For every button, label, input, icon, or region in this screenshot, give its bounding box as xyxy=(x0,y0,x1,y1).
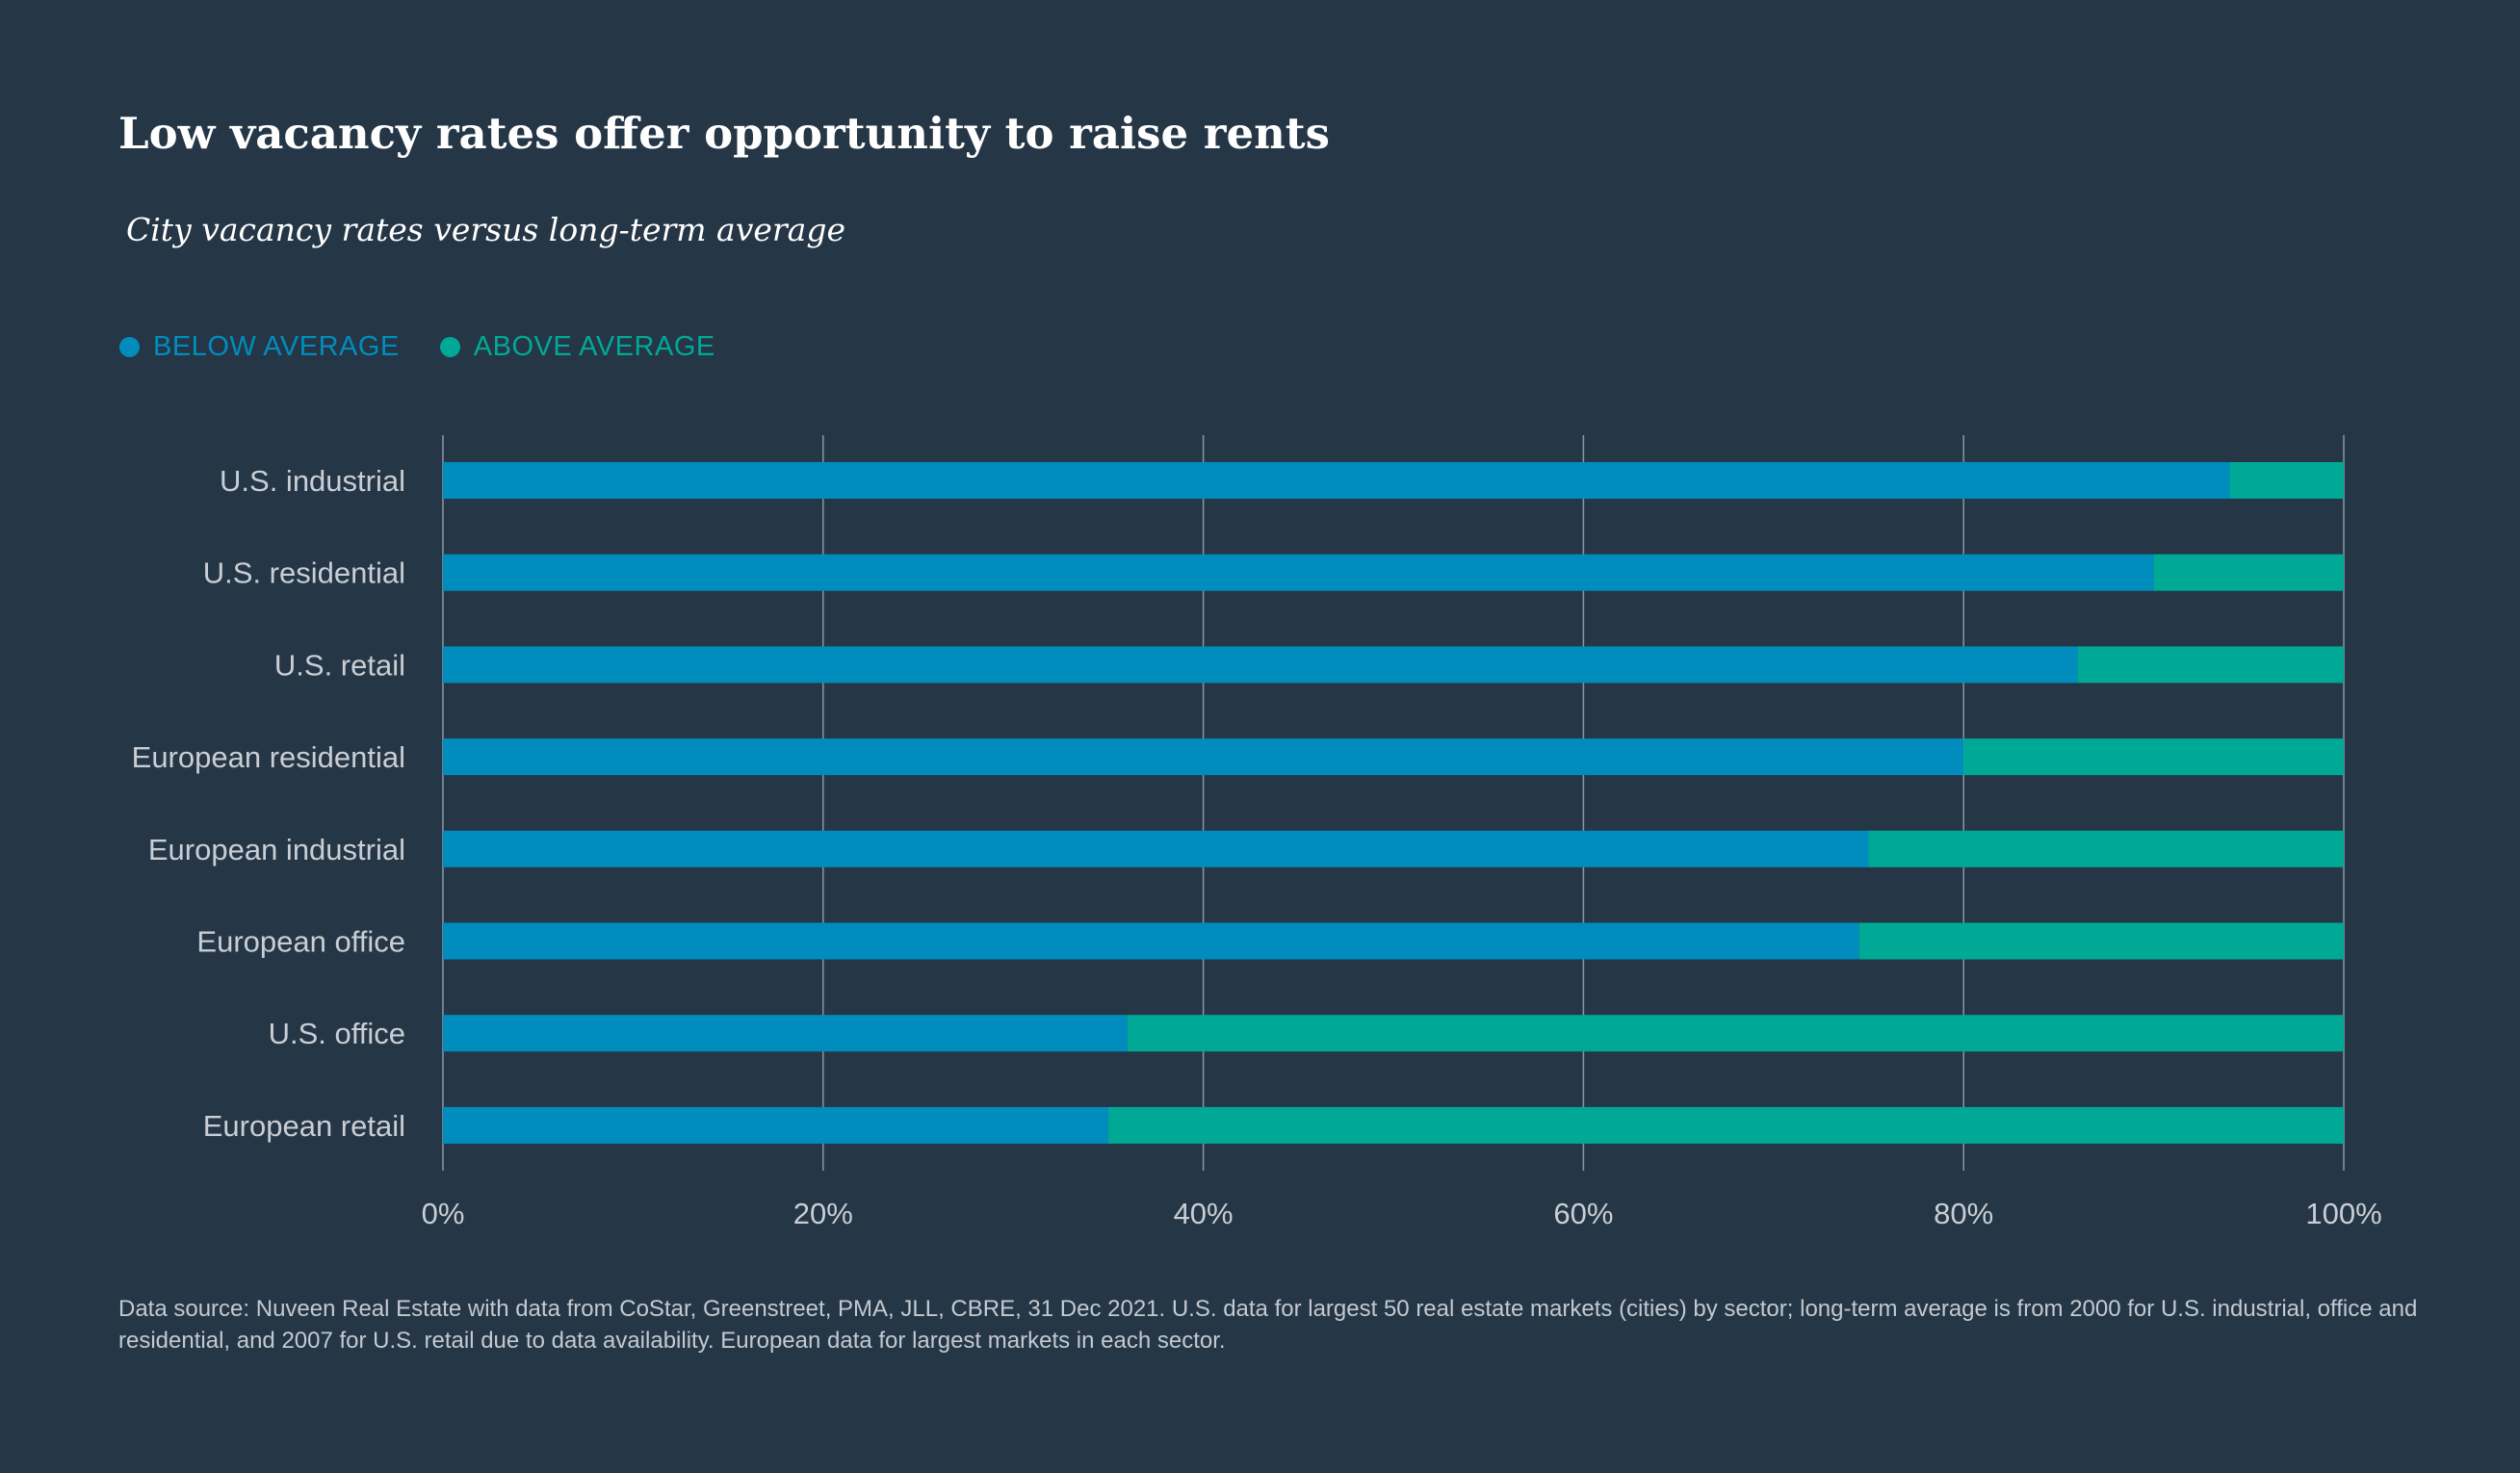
x-tick-label: 80% xyxy=(1934,1197,1993,1230)
bar-below-u-s-residential xyxy=(443,554,2154,591)
category-label: European retail xyxy=(203,1109,405,1143)
bar-above-u-s-residential xyxy=(2153,554,2344,591)
bar-above-u-s-retail xyxy=(2077,646,2344,684)
x-tick-label: 60% xyxy=(1553,1197,1613,1230)
x-tick-label: 0% xyxy=(422,1197,465,1230)
category-label: European office xyxy=(196,925,405,959)
category-label: European residential xyxy=(132,740,405,774)
category-label: U.S. retail xyxy=(274,648,405,682)
bar-below-u-s-industrial xyxy=(443,462,2230,499)
bar-below-european-office xyxy=(443,922,1859,960)
x-tick-label: 100% xyxy=(2305,1197,2381,1230)
bar-below-u-s-office xyxy=(443,1015,1128,1052)
bar-below-european-residential xyxy=(443,738,1964,776)
chart-title: Low vacancy rates offer opportunity to r… xyxy=(118,108,1330,159)
bar-above-european-retail xyxy=(1107,1106,2344,1144)
category-label: U.S. office xyxy=(269,1017,405,1050)
chart-subtitle: City vacancy rates versus long-term aver… xyxy=(126,211,846,248)
legend-label-above: ABOVE AVERAGE xyxy=(473,331,715,362)
bar-above-u-s-industrial xyxy=(2229,462,2344,499)
legend-label-below: BELOW AVERAGE xyxy=(153,331,400,362)
bar-above-european-industrial xyxy=(1868,830,2344,867)
bar-above-european-office xyxy=(1858,922,2344,960)
x-tick-label: 20% xyxy=(793,1197,853,1230)
category-label: U.S. residential xyxy=(203,556,405,590)
x-tick-label: 40% xyxy=(1174,1197,1234,1230)
legend-dot-above-icon xyxy=(439,337,460,357)
bar-above-u-s-office xyxy=(1127,1015,2344,1052)
footnote: Data source: Nuveen Real Estate with dat… xyxy=(118,1296,2418,1354)
bar-below-u-s-retail xyxy=(443,646,2078,684)
legend: BELOW AVERAGE ABOVE AVERAGE xyxy=(119,331,756,363)
category-label: U.S. industrial xyxy=(220,464,405,498)
bar-below-european-industrial xyxy=(443,830,1869,867)
legend-dot-below-icon xyxy=(119,337,140,357)
legend-item-above: ABOVE AVERAGE xyxy=(439,331,715,363)
legend-item-below: BELOW AVERAGE xyxy=(119,331,400,363)
bar-below-european-retail xyxy=(443,1106,1108,1144)
bar-above-european-residential xyxy=(1963,738,2344,776)
category-label: European industrial xyxy=(148,833,405,866)
